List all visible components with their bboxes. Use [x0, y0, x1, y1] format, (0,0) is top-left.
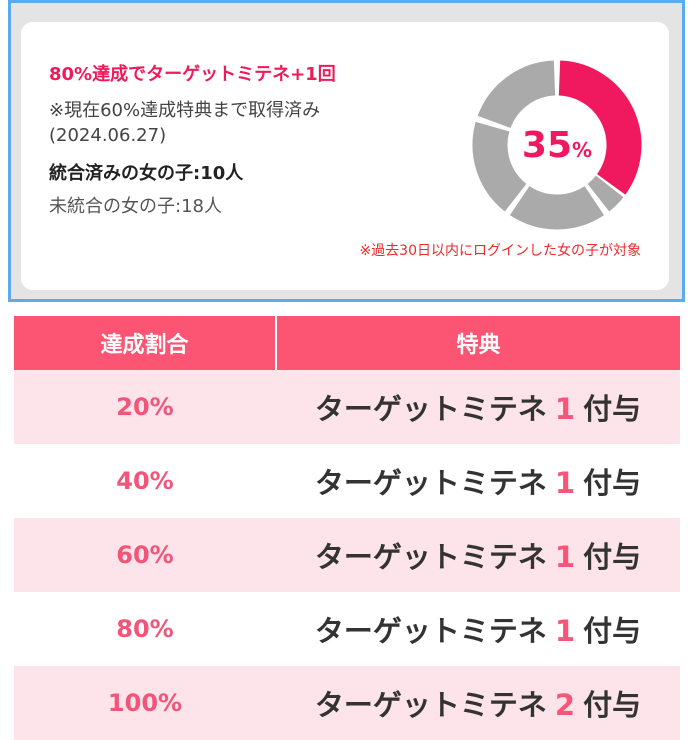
reward-suffix: 付与 [583, 688, 642, 722]
table-row: 60% ターゲットミテネ 1 付与 [14, 518, 680, 592]
reward-cell: ターゲットミテネ 1 付与 [276, 592, 680, 666]
headline: 80%達成でターゲットミテネ+1回 [49, 64, 336, 85]
reward-count: 1 [554, 466, 576, 500]
merged-count: 統合済みの女の子:10人 [49, 163, 244, 184]
status-line: ※現在60%達成特典まで取得済み [49, 100, 321, 121]
rate-cell: 100% [14, 666, 276, 740]
table-row: 100% ターゲットミテネ 2 付与 [14, 666, 680, 740]
reward-suffix: 付与 [583, 540, 642, 574]
donut-rest [509, 185, 605, 230]
date-line: (2024.06.27) [49, 125, 167, 146]
reward-cell: ターゲットミテネ 2 付与 [276, 666, 680, 740]
rate-cell: 80% [116, 615, 174, 643]
reward-name: ターゲットミテネ [314, 540, 547, 574]
summary-card: 80%達成でターゲットミテネ+1回 ※現在60%達成特典まで取得済み (2024… [21, 22, 669, 290]
donut-rest [587, 175, 624, 212]
unmerged-count: 未統合の女の子:18人 [49, 196, 222, 217]
rate-cell: 60% [14, 518, 276, 592]
rate-cell: 20% [14, 370, 276, 444]
reward-count: 1 [554, 392, 576, 426]
reward-name: ターゲットミテネ [314, 392, 547, 426]
donut-chart: 35% [472, 60, 642, 230]
reward-name: ターゲットミテネ [314, 466, 547, 500]
reward-suffix: 付与 [583, 392, 642, 426]
header-cell: 達成割合 [14, 316, 276, 370]
reward-count: 1 [554, 540, 576, 574]
donut-unit: % [572, 138, 592, 162]
note: ※過去30日以内にログインした女の子が対象 [359, 243, 641, 259]
reward-cell: ターゲットミテネ 1 付与 [276, 370, 680, 444]
reward-name: ターゲットミテネ [314, 688, 547, 722]
donut-rest [477, 60, 556, 129]
table-row: 40% ターゲットミテネ 1 付与 [14, 444, 680, 518]
summary-box: 80%達成でターゲットミテネ+1回 ※現在60%達成特典まで取得済み (2024… [8, 0, 685, 302]
table-row: 20% ターゲットミテネ 1 付与 [14, 370, 680, 444]
reward-count: 2 [554, 688, 576, 722]
reward-count: 1 [554, 614, 576, 648]
rate-cell: 40% [116, 467, 174, 495]
donut-value: 35 [522, 125, 572, 166]
table-row: 80% ターゲットミテネ 1 付与 [14, 592, 680, 666]
reward-name: ターゲットミテネ [314, 614, 547, 648]
reward-cell: ターゲットミテネ 1 付与 [276, 518, 680, 592]
reward-table: 達成割合 特典 20% ターゲットミテネ 1 付与 40% ターゲットミテネ 1 付与 60% タ… [14, 316, 680, 740]
reward-suffix: 付与 [583, 466, 642, 500]
donut-rest [472, 121, 528, 212]
donut-label: 35% [522, 125, 592, 166]
header-cell: 特典 [275, 316, 680, 370]
reward-cell: ターゲットミテネ 1 付与 [276, 444, 680, 518]
donut-progress [558, 60, 642, 195]
reward-suffix: 付与 [583, 614, 642, 648]
